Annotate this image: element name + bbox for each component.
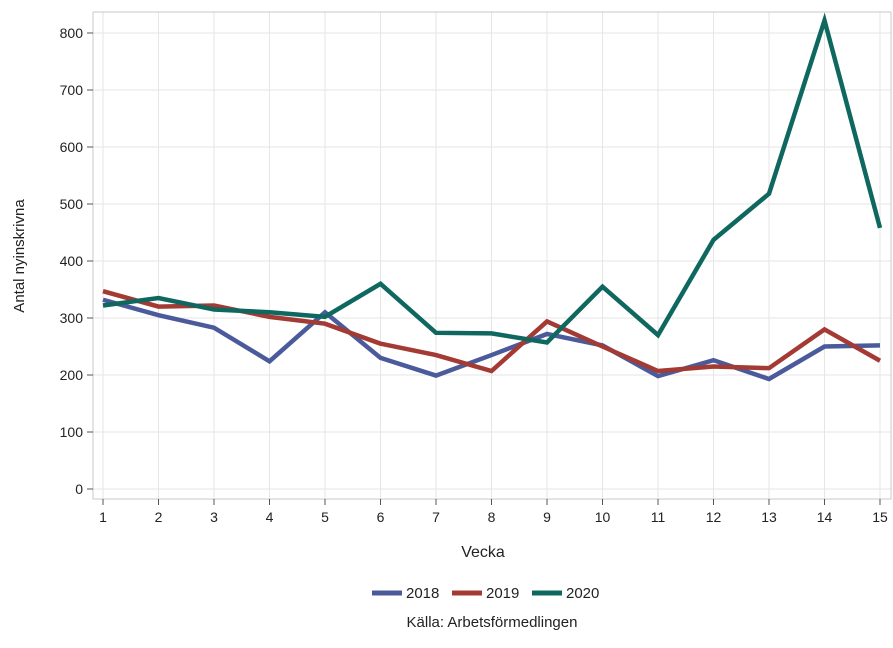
x-tick-label: 15 xyxy=(872,509,888,525)
x-tick-label: 13 xyxy=(761,509,777,525)
x-tick-label: 4 xyxy=(266,509,274,525)
x-tick-label: 10 xyxy=(595,509,611,525)
y-tick-label: 100 xyxy=(60,424,84,440)
legend: 2018 2019 2020 xyxy=(372,585,599,602)
source-note: Källa: Arbetsförmedlingen xyxy=(407,614,578,631)
y-tick-label: 300 xyxy=(60,310,84,326)
x-tick-label: 5 xyxy=(321,509,329,525)
x-axis-title: Vecka xyxy=(461,544,505,561)
series-line-2018 xyxy=(102,297,881,382)
y-tick-label: 600 xyxy=(60,139,84,155)
x-tick-label: 8 xyxy=(488,509,496,525)
y-axis-title: Antal nyinskrivna xyxy=(11,199,28,313)
legend-label-2020: 2020 xyxy=(566,585,599,602)
grid xyxy=(93,12,891,499)
y-tick-label: 700 xyxy=(60,82,84,98)
x-tick-label: 3 xyxy=(210,509,218,525)
legend-label-2018: 2018 xyxy=(406,585,439,602)
x-tick-label: 12 xyxy=(706,509,722,525)
series-line-2020 xyxy=(102,12,883,345)
x-tick-label: 2 xyxy=(155,509,163,525)
x-tick-label: 11 xyxy=(651,509,666,525)
x-tick-label: 7 xyxy=(432,509,440,525)
y-tick-label: 400 xyxy=(60,253,84,269)
x-tick-label: 9 xyxy=(543,509,551,525)
x-tick-label: 1 xyxy=(99,509,107,525)
y-tick-label: 500 xyxy=(60,196,84,212)
y-tick-label: 200 xyxy=(60,367,84,383)
x-tick-label: 14 xyxy=(817,509,833,525)
legend-label-2019: 2019 xyxy=(486,585,519,602)
series-group xyxy=(102,12,883,382)
x-tick-label: 6 xyxy=(377,509,385,525)
y-tick-label: 0 xyxy=(75,481,83,497)
y-tick-label: 800 xyxy=(60,25,84,41)
